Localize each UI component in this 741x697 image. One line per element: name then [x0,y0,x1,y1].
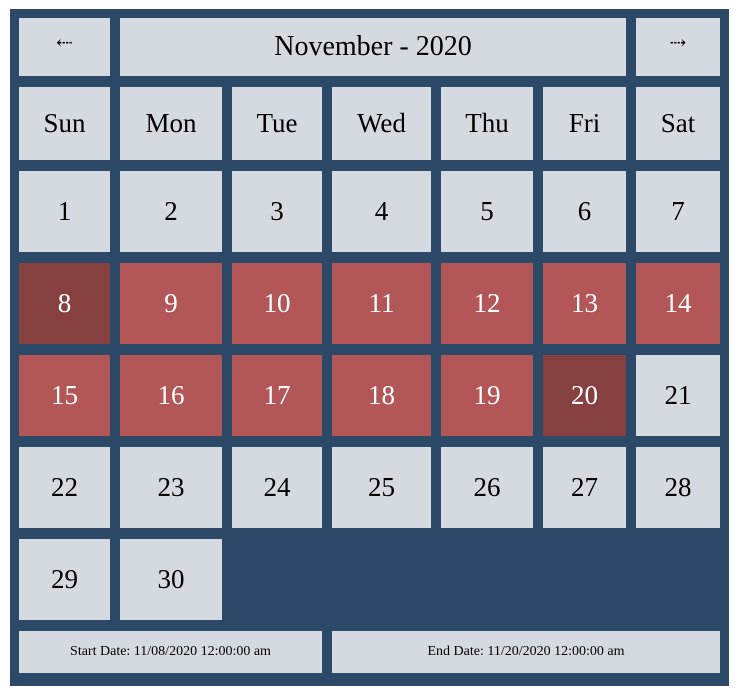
day-cell-17[interactable]: 17 [232,355,322,436]
day-cell-24[interactable]: 24 [232,447,322,528]
day-cell-12[interactable]: 12 [441,263,533,344]
start-date-display: Start Date: 11/08/2020 12:00:00 am [19,631,322,673]
prev-month-button[interactable]: ⇠ [19,18,110,76]
day-cell-4[interactable]: 4 [332,171,431,252]
weekday-thu: Thu [441,87,533,160]
arrow-right-icon: ⇢ [669,31,687,54]
day-cell-22[interactable]: 22 [19,447,110,528]
day-cell-20[interactable]: 20 [543,355,626,436]
weekday-mon: Mon [120,87,222,160]
day-cell-18[interactable]: 18 [332,355,431,436]
day-cell-13[interactable]: 13 [543,263,626,344]
day-cell-9[interactable]: 9 [120,263,222,344]
day-cell-21[interactable]: 21 [636,355,720,436]
month-year-title: November - 2020 [120,18,626,76]
day-cell-2[interactable]: 2 [120,171,222,252]
day-cell-15[interactable]: 15 [19,355,110,436]
day-cell-16[interactable]: 16 [120,355,222,436]
day-cell-14[interactable]: 14 [636,263,720,344]
weekday-sun: Sun [19,87,110,160]
day-cell-8[interactable]: 8 [19,263,110,344]
day-cell-19[interactable]: 19 [441,355,533,436]
weekday-tue: Tue [232,87,322,160]
day-cell-29[interactable]: 29 [19,539,110,620]
next-month-button[interactable]: ⇢ [636,18,720,76]
day-cell-30[interactable]: 30 [120,539,222,620]
day-cell-11[interactable]: 11 [332,263,431,344]
weekday-wed: Wed [332,87,431,160]
weekday-fri: Fri [543,87,626,160]
arrow-left-icon: ⇠ [56,31,73,54]
day-cell-25[interactable]: 25 [332,447,431,528]
day-cell-10[interactable]: 10 [232,263,322,344]
end-date-display: End Date: 11/20/2020 12:00:00 am [332,631,720,673]
day-cell-1[interactable]: 1 [19,171,110,252]
weekday-sat: Sat [636,87,720,160]
date-range-calendar: ⇠ November - 2020 ⇢ Sun Mon Tue Wed Thu Fri Sa… [10,9,729,686]
day-cell-6[interactable]: 6 [543,171,626,252]
day-cell-5[interactable]: 5 [441,171,533,252]
day-cell-3[interactable]: 3 [232,171,322,252]
day-cell-26[interactable]: 26 [441,447,533,528]
day-cell-23[interactable]: 23 [120,447,222,528]
day-cell-28[interactable]: 28 [636,447,720,528]
day-cell-27[interactable]: 27 [543,447,626,528]
day-cell-7[interactable]: 7 [636,171,720,252]
